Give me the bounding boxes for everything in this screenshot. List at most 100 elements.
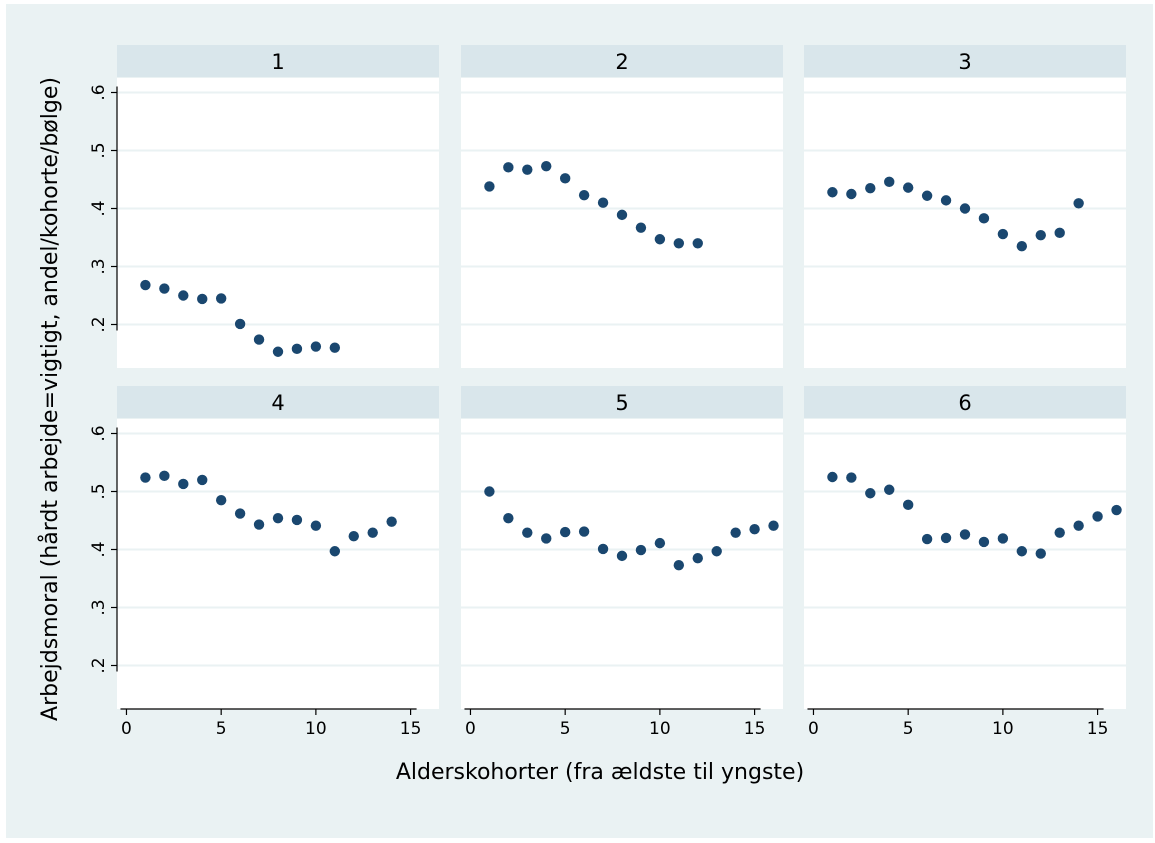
data-point [959, 203, 971, 214]
data-point [329, 546, 341, 557]
panel-strip [461, 45, 783, 77]
data-point [253, 334, 265, 345]
y-axis-title: Arbejdsmoral (hårdt arbejde=vigtigt, and… [37, 77, 63, 721]
data-point [559, 173, 571, 184]
data-point [884, 176, 895, 188]
panel-title: 4 [271, 391, 284, 415]
data-point [140, 279, 151, 291]
y-tick-label: .3 [89, 258, 109, 274]
y-tick-label: .2 [89, 316, 109, 332]
data-point [234, 318, 246, 330]
panel-strip [117, 45, 439, 77]
data-point [522, 164, 533, 175]
panel-strip [117, 386, 439, 418]
data-point [654, 537, 666, 549]
scatter-panel-grid: Arbejdsmoral (hårdt arbejde=vigtigt, and… [37, 45, 1126, 785]
data-point [310, 341, 322, 352]
data-point [940, 195, 952, 206]
data-point [503, 512, 514, 524]
x-tick-label: 0 [121, 719, 132, 739]
x-tick-label: 0 [808, 719, 819, 739]
data-point [711, 546, 722, 557]
data-point [692, 238, 703, 249]
data-point [865, 183, 876, 194]
data-point [272, 346, 284, 357]
y-tick-label: .2 [89, 657, 109, 673]
data-point [865, 488, 876, 499]
data-point [578, 526, 590, 537]
data-point [559, 526, 571, 538]
data-point [978, 536, 990, 548]
x-tick-label: 5 [903, 719, 914, 739]
data-point [597, 197, 609, 208]
data-point [1035, 548, 1046, 559]
x-tick-label: 10 [992, 719, 1014, 739]
data-point [921, 533, 933, 545]
data-point [541, 160, 552, 172]
y-tick-label: .5 [89, 483, 109, 499]
x-tick-label: 5 [560, 719, 571, 739]
data-point [1073, 520, 1084, 531]
panel-title: 3 [958, 50, 971, 74]
plot-area [804, 419, 1126, 709]
y-tick-label: .4 [89, 200, 109, 216]
data-point [522, 527, 533, 538]
panel-title: 6 [958, 391, 971, 415]
data-point [1016, 241, 1028, 252]
panel-4: 4 .2 .3 .4 .5 .6 0 5 10 15 [89, 386, 439, 739]
x-tick-label: 10 [649, 719, 671, 739]
panel-strip [461, 386, 783, 418]
x-tick-label: 0 [465, 719, 476, 739]
x-tick-label: 5 [216, 719, 227, 739]
y-tick-label: .6 [89, 425, 109, 441]
data-point [386, 516, 397, 527]
x-tick-label: 10 [305, 719, 327, 739]
data-point [253, 519, 265, 530]
data-point [578, 189, 590, 201]
data-point [827, 187, 838, 198]
panel-5: 5 0 5 10 15 [461, 386, 783, 739]
y-tick-label: .4 [89, 541, 109, 557]
panel-title: 1 [271, 50, 284, 74]
panel-6: 6 0 5 10 15 [804, 386, 1126, 739]
data-point [1111, 504, 1122, 516]
data-point [1035, 229, 1046, 241]
data-point [234, 508, 246, 519]
data-point [178, 290, 189, 301]
panel-1: 1 .2 .3 .4 .5 .6 [89, 45, 439, 368]
panel-strip [804, 386, 1126, 418]
data-point [1016, 546, 1028, 557]
data-point [654, 234, 666, 245]
data-point [978, 213, 990, 224]
plot-area [461, 419, 783, 709]
y-tick-label: .3 [89, 599, 109, 615]
data-point [272, 512, 284, 524]
data-point [1054, 527, 1065, 538]
data-point [884, 484, 895, 495]
data-point [215, 495, 227, 506]
panel-strip [804, 45, 1126, 77]
data-point [367, 527, 378, 538]
plot-area [117, 78, 439, 368]
data-point [484, 181, 495, 192]
data-point [692, 553, 703, 564]
plot-area [117, 419, 439, 709]
panel-title: 5 [615, 391, 628, 415]
data-point [1092, 511, 1103, 522]
data-point [197, 474, 208, 486]
data-point [348, 530, 359, 542]
data-point [997, 228, 1009, 240]
data-point [291, 343, 303, 355]
y-tick-label: .6 [89, 84, 109, 100]
data-point [541, 533, 552, 544]
data-point [1073, 198, 1084, 209]
data-point [749, 524, 760, 535]
plot-area [461, 78, 783, 368]
x-tick-label: 15 [400, 719, 422, 739]
data-point [768, 520, 779, 531]
data-point [159, 470, 170, 482]
data-point [673, 559, 685, 571]
data-point [730, 527, 741, 538]
y-tick-label: .5 [89, 142, 109, 158]
data-point [310, 520, 322, 531]
